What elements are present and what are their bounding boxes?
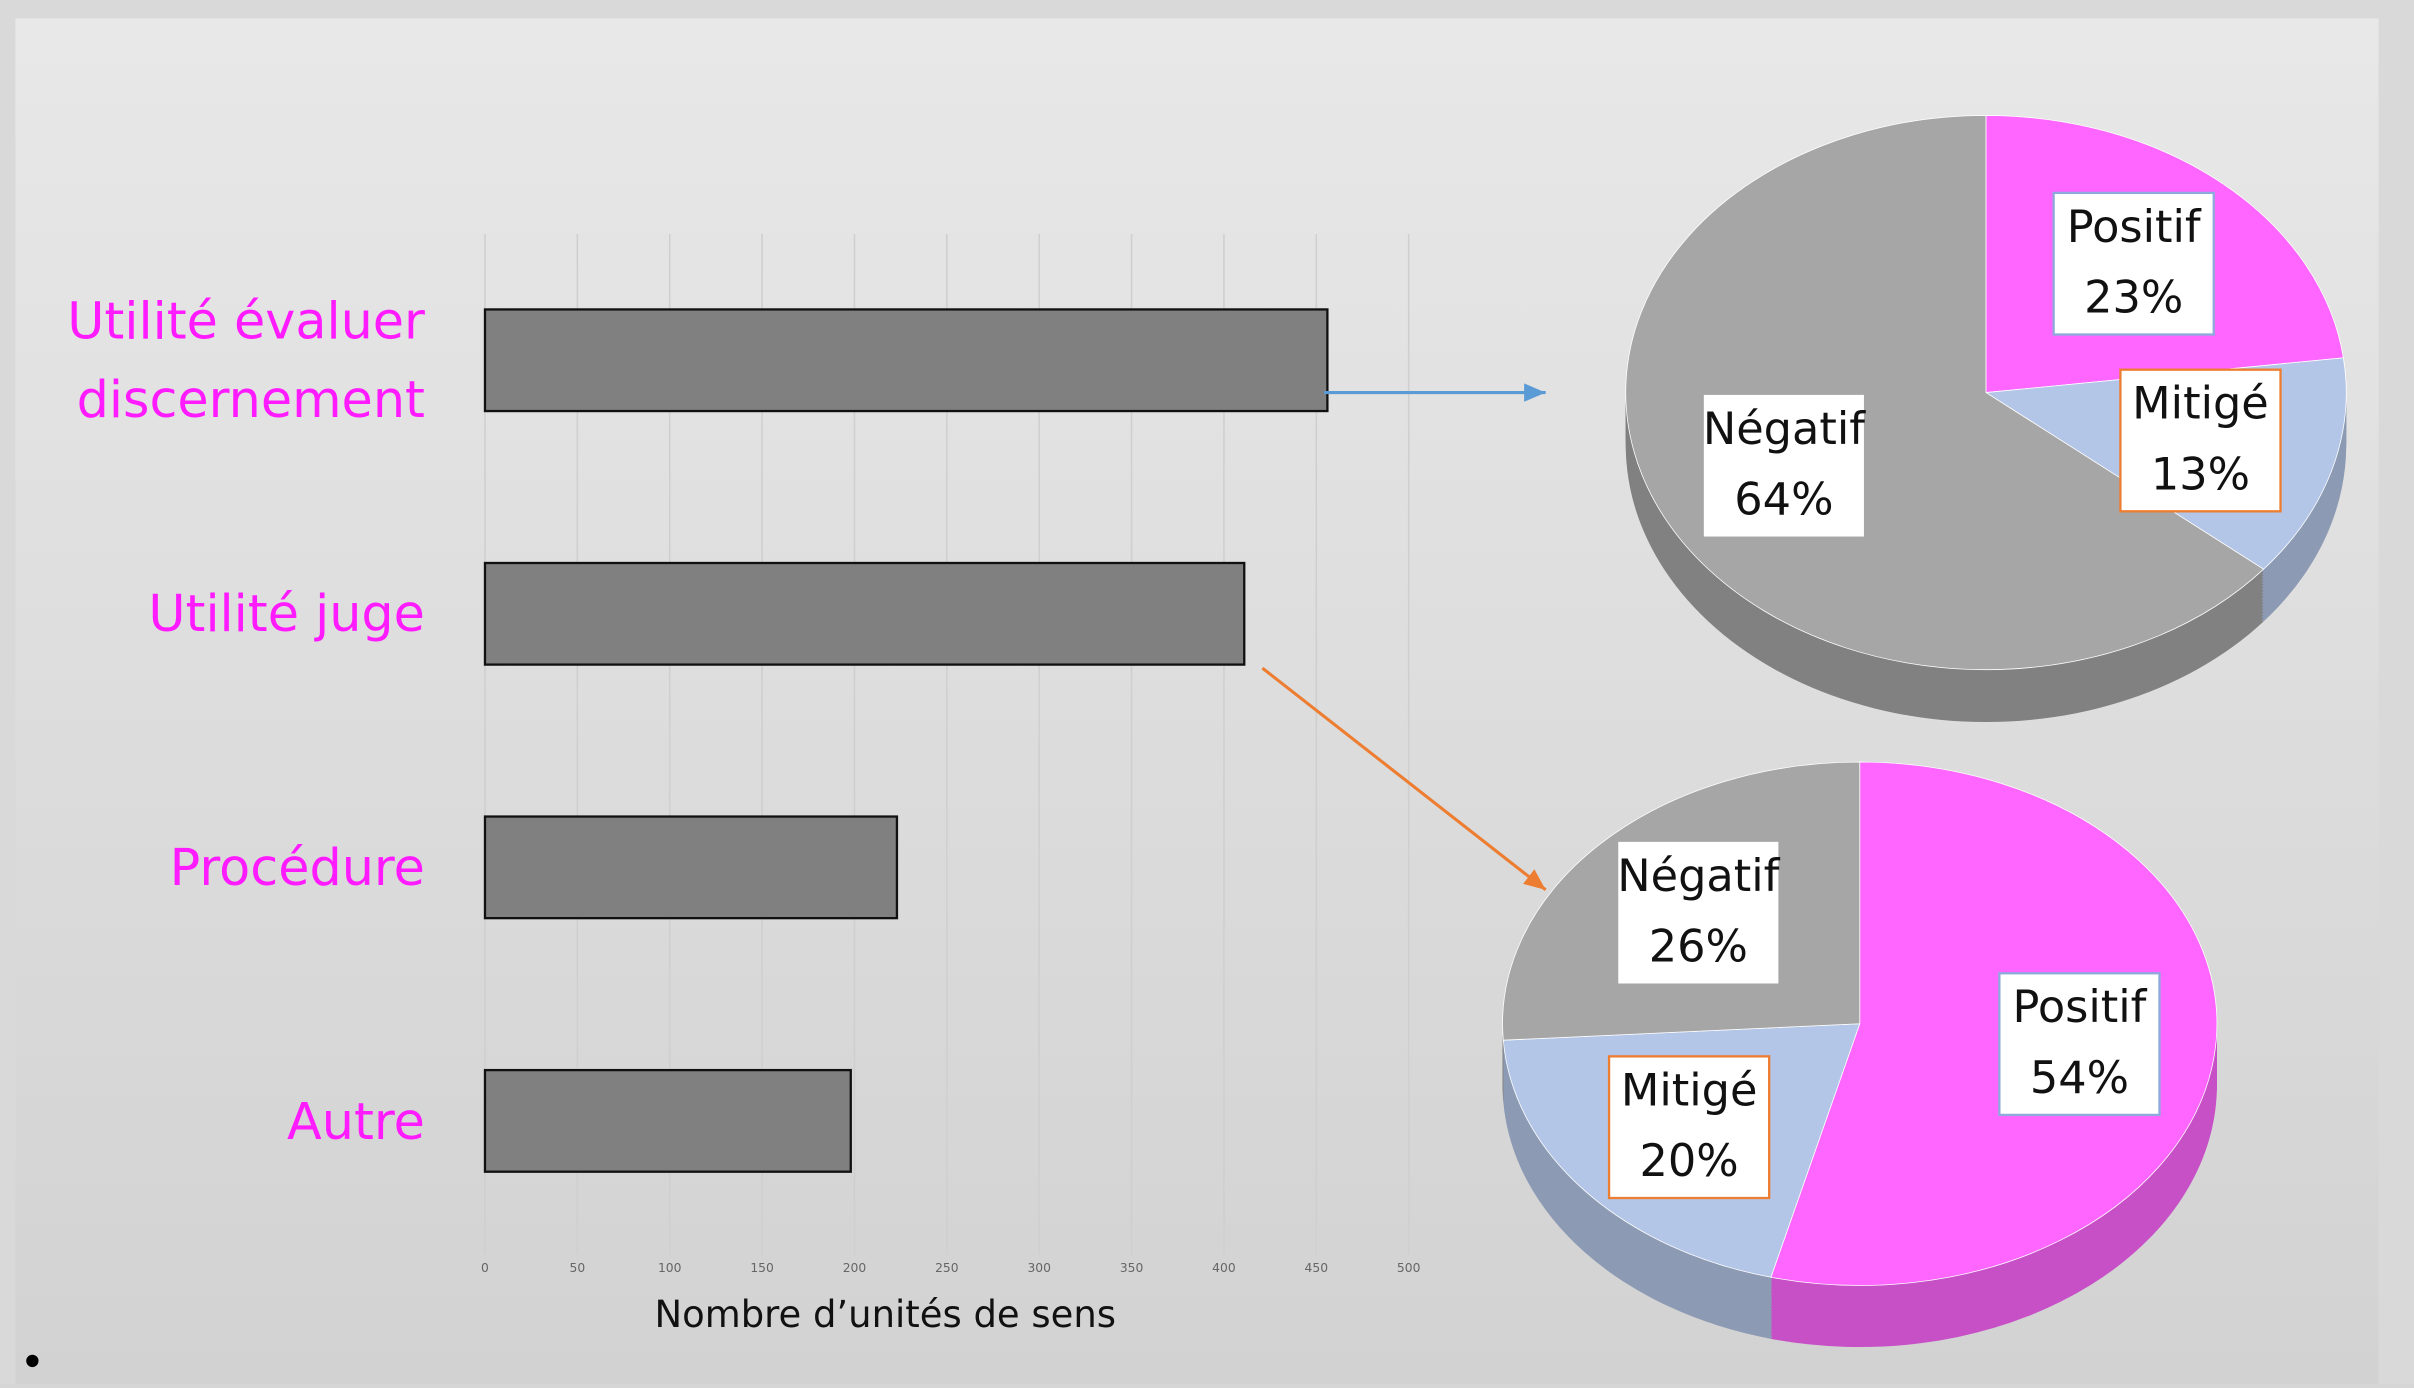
x-tick-label: 300 xyxy=(1027,1261,1050,1275)
pie-value-label: 54% xyxy=(2030,1052,2129,1104)
bar xyxy=(483,815,899,920)
x-tick-label: 0 xyxy=(481,1261,489,1275)
pie-label-box xyxy=(1618,841,1779,984)
x-axis-label: Nombre d’unités de sens xyxy=(654,1293,1116,1336)
category-label-wrap: Utilité juge xyxy=(31,529,425,698)
pie-label-box xyxy=(2119,368,2282,513)
category-label: Procédure xyxy=(169,837,425,898)
pie-label-box xyxy=(1607,1055,1771,1200)
bar-chart: 0 50 100 150 200 250 300 350 400 450 500 Nombre d’u… xyxy=(31,234,1420,1336)
arrow xyxy=(1261,666,1547,892)
category-label-box: Utilité évaluer discernement xyxy=(31,276,425,445)
x-tick-label: 150 xyxy=(750,1261,773,1275)
pie-label-box xyxy=(2052,191,2215,336)
x-tick-label: 200 xyxy=(843,1261,866,1275)
category-label-box: Autre xyxy=(31,1036,425,1205)
pie-labels: Positif 23% Mitigé 13% Négatif 64% Positif 54% M… xyxy=(1607,191,2282,1200)
category-label: Utilité évaluer discernement xyxy=(67,290,425,430)
category-label-box: Utilité juge xyxy=(31,529,425,698)
x-tick-label: 100 xyxy=(658,1261,681,1275)
pie-category: Négatif xyxy=(1617,850,1780,902)
category-label-wrap: Utilité évaluer discernement xyxy=(31,276,425,445)
x-tick-label: 500 xyxy=(1397,1261,1420,1275)
pie-category: Négatif xyxy=(1703,403,1866,455)
pie-value-label: 20% xyxy=(1640,1135,1739,1187)
pie-slice xyxy=(1770,761,2218,1286)
pie-value-label: 26% xyxy=(1649,921,1748,973)
x-tick-label: 250 xyxy=(935,1261,958,1275)
category-label-box: Procédure xyxy=(31,783,425,952)
pie-category: Mitigé xyxy=(2132,378,2269,430)
category-label-wrap: Autre xyxy=(31,1036,425,1205)
pie-category: Mitigé xyxy=(1621,1064,1758,1116)
category-label: Autre xyxy=(287,1090,425,1151)
pie-value-label: 13% xyxy=(2151,448,2250,500)
bar xyxy=(483,308,1329,413)
x-tick-label: 450 xyxy=(1305,1261,1328,1275)
pie-label-box xyxy=(1998,972,2161,1117)
category-label-wrap: Procédure xyxy=(31,783,425,952)
pie-value-label: 64% xyxy=(1734,474,1833,526)
bar xyxy=(483,561,1246,666)
pie-label-box xyxy=(1703,394,1864,537)
x-tick-label: 50 xyxy=(570,1261,586,1275)
pie-category: Positif xyxy=(2012,981,2147,1033)
x-tick-label: 400 xyxy=(1212,1261,1235,1275)
bullet xyxy=(26,1354,39,1368)
pie-value-label: 23% xyxy=(2084,272,2183,324)
pie-category: Positif xyxy=(2067,201,2202,253)
x-tick-label: 350 xyxy=(1120,1261,1143,1275)
category-label: Utilité juge xyxy=(148,583,425,644)
bar xyxy=(483,1068,852,1173)
